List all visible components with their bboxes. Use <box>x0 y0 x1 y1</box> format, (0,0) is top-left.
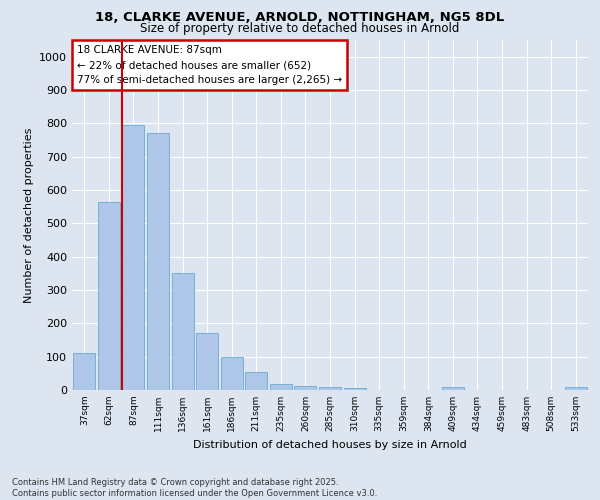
Bar <box>98 202 120 390</box>
X-axis label: Distribution of detached houses by size in Arnold: Distribution of detached houses by size … <box>193 440 467 450</box>
Text: Contains HM Land Registry data © Crown copyright and database right 2025.
Contai: Contains HM Land Registry data © Crown c… <box>12 478 377 498</box>
Bar <box>295 386 316 390</box>
Y-axis label: Number of detached properties: Number of detached properties <box>23 128 34 302</box>
Bar <box>319 386 341 390</box>
Text: 18, CLARKE AVENUE, ARNOLD, NOTTINGHAM, NG5 8DL: 18, CLARKE AVENUE, ARNOLD, NOTTINGHAM, N… <box>95 11 505 24</box>
Bar <box>73 354 95 390</box>
Bar <box>122 125 145 390</box>
Text: 18 CLARKE AVENUE: 87sqm
← 22% of detached houses are smaller (652)
77% of semi-d: 18 CLARKE AVENUE: 87sqm ← 22% of detache… <box>77 46 342 85</box>
Bar <box>565 388 587 390</box>
Bar <box>245 372 268 390</box>
Bar <box>196 334 218 390</box>
Bar <box>344 388 365 390</box>
Bar <box>172 274 194 390</box>
Text: Size of property relative to detached houses in Arnold: Size of property relative to detached ho… <box>140 22 460 35</box>
Bar <box>221 356 243 390</box>
Bar <box>442 388 464 390</box>
Bar <box>270 384 292 390</box>
Bar <box>147 134 169 390</box>
